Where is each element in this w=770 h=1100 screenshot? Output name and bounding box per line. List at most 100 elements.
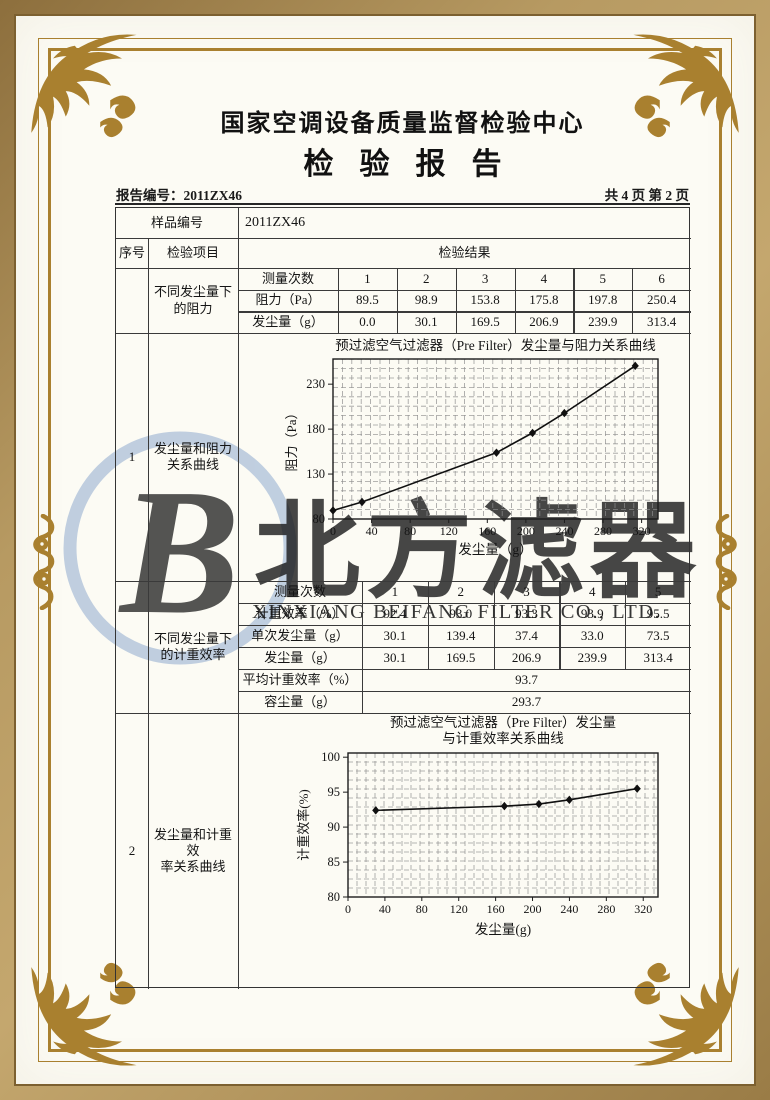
y-tick-label: 90 — [328, 820, 341, 834]
item-label-line: 率关系曲线 — [160, 859, 226, 875]
y-tick-label: 85 — [328, 855, 341, 869]
table-grid-line — [238, 289, 691, 291]
y-tick-label: 95 — [328, 785, 341, 799]
x-tick-label: 240 — [560, 902, 578, 916]
chart-title: 预过滤空气过滤器（Pre Filter）发尘量与阻力关系曲线 — [335, 338, 656, 353]
table-grid-line — [455, 268, 457, 333]
subtable-cell: 169.5 — [446, 649, 476, 665]
table-grid-line — [238, 625, 691, 627]
table-grid-line — [116, 581, 691, 583]
subtable-cell: 73.5 — [646, 627, 670, 643]
data-point — [560, 408, 568, 418]
item-label-line: 发尘量和计重效 — [153, 826, 232, 858]
col-header-item: 检验项目 — [166, 244, 219, 260]
sample-no-label: 样品编号 — [150, 214, 203, 230]
watermark-logo-letter: B — [118, 452, 240, 651]
table-grid-line — [116, 713, 691, 715]
plot-box — [347, 752, 659, 898]
y-axis-label: 计重效率(%) — [296, 789, 311, 861]
subtable-cell: 3 — [481, 270, 489, 286]
table-grid-line — [514, 268, 516, 333]
x-tick-label: 280 — [597, 902, 615, 916]
x-tick-label: 80 — [404, 524, 416, 538]
watermark-cn-text: 北方滤器 — [254, 494, 702, 611]
x-axis-label: 发尘量（g） — [458, 542, 532, 557]
subtable-cell: 93.9 — [580, 605, 604, 621]
table-grid-line — [238, 603, 691, 605]
subtable-cell: 93.0 — [449, 605, 473, 621]
x-tick-label: 160 — [478, 524, 496, 538]
y-tick-label: 180 — [306, 422, 325, 436]
item-label-line: 发尘量和阻力 — [153, 440, 232, 456]
table-grid-line — [148, 238, 150, 989]
page-title: 国家空调设备质量监督检验中心 — [220, 110, 585, 137]
data-point — [329, 506, 337, 515]
subtable-cell: 175.8 — [529, 292, 559, 308]
data-line — [332, 365, 636, 512]
avg-efficiency-value: 93.7 — [515, 671, 538, 687]
subtable-cell: 30.1 — [414, 314, 438, 330]
item-label-line: 关系曲线 — [166, 457, 219, 472]
item-label-line: 的阻力 — [173, 300, 213, 316]
x-tick-label: 160 — [487, 902, 505, 916]
y-tick-label: 230 — [306, 377, 325, 391]
table-grid-line — [238, 669, 691, 671]
report-meta-row: 报告编号：2011ZX46 共 4 页 第 2 页 — [115, 184, 690, 203]
x-tick-label: 40 — [379, 902, 391, 916]
subtable-cell: 89.5 — [356, 292, 379, 308]
subtable-cell: 6 — [658, 270, 665, 286]
dust-capacity-label: 容尘量（g） — [264, 693, 336, 709]
company-watermark: B 北方滤器 XINXIANG BEIFANG FILTER CO., LTD. — [63, 431, 702, 665]
paper-background — [14, 14, 756, 1086]
chart-title: 与计重效率关系曲线 — [442, 730, 564, 746]
subtable-cell: 1 — [391, 583, 399, 599]
subtable-cell: 92.4 — [383, 605, 407, 621]
page-count: 共 4 页 第 2 页 — [604, 188, 689, 203]
data-point — [492, 448, 501, 457]
report-content: 国家空调设备质量监督检验中心 检验报告 报告编号：2011ZX46 共 4 页 … — [115, 0, 691, 1100]
subtable-cell: 98.9 — [414, 292, 438, 308]
watermark-logo-circle — [63, 431, 297, 665]
subtable-cell: 4 — [540, 270, 548, 286]
subtable-cell: 发尘量（g） — [252, 314, 324, 330]
sample-no-value: 2011ZX46 — [245, 215, 306, 231]
table-grid-line — [116, 238, 691, 240]
watermark-en-text: XINXIANG BEIFANG FILTER CO., LTD. — [252, 601, 661, 623]
subtable-cell: 2 — [457, 583, 464, 599]
data-point — [500, 801, 508, 811]
x-tick-label: 120 — [440, 524, 458, 538]
avg-efficiency-label: 平均计重效率（%） — [242, 671, 358, 687]
item-label-line: 不同发尘量下 — [153, 284, 232, 300]
subtable-cell: 测量次数 — [261, 270, 314, 286]
table-grid-line — [238, 691, 691, 693]
item-label-resistance-curve: 发尘量和阻力 关系曲线 — [148, 333, 238, 581]
subtable-cell: 169.5 — [470, 314, 500, 330]
data-point — [565, 795, 573, 805]
subtable-cell: 发尘量（g） — [264, 649, 336, 665]
seq-1: 1 — [128, 448, 136, 464]
x-tick-label: 120 — [450, 902, 468, 916]
inspection-results-table: 样品编号 2011ZX46 序号 检验项目 检验结果 不同发尘量下 的阻力 1 … — [115, 207, 691, 989]
x-tick-label: 280 — [594, 524, 612, 538]
subtable-cell: 313.4 — [646, 314, 677, 330]
efficiency-vs-dust-chart: 0 40 80 120 160 200 240 280 320 80 85 90 95 100 预过滤空气过… — [296, 715, 659, 937]
subtable-cell: 206.9 — [529, 314, 559, 330]
table-grid-line — [573, 268, 575, 333]
x-tick-label: 320 — [633, 524, 651, 538]
subtable-cell: 30.1 — [383, 649, 407, 665]
subtable-cell: 239.9 — [577, 649, 607, 665]
table-grid-line — [396, 268, 399, 333]
data-point — [528, 428, 537, 438]
resistance-chart-container: 0 40 80 120 160 200 240 280 320 80 130 180 230 预过滤空气过… — [238, 333, 691, 581]
subtable-cell: 阻力（Pa） — [255, 292, 321, 308]
item-label-line: 不同发尘量下 — [153, 630, 232, 646]
y-tick-label: 80 — [313, 512, 326, 526]
x-tick-label: 0 — [345, 902, 351, 916]
efficiency-chart-container: 0 40 80 120 160 200 240 280 320 80 85 90 95 100 预过滤空气过… — [238, 713, 691, 989]
subtable-cell: 239.9 — [588, 314, 618, 330]
table-grid-line — [116, 268, 691, 270]
y-tick-label: 80 — [328, 890, 341, 904]
table-grid-line — [116, 333, 691, 335]
table-grid-line — [632, 268, 634, 333]
